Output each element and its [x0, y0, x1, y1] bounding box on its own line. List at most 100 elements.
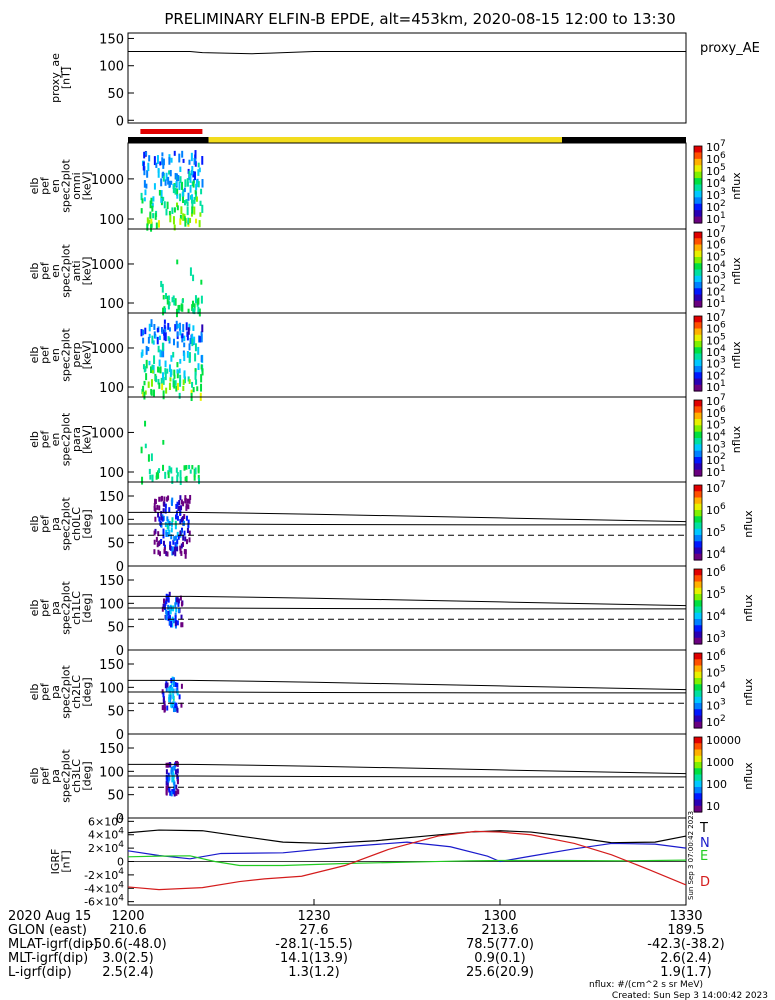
- pa-0-pixel: [182, 520, 185, 526]
- pa-3-ytick-label: 150: [99, 742, 124, 757]
- pa-1-colorbar-swatch: [694, 636, 702, 639]
- spec-4-pixel: [175, 467, 178, 473]
- pa-2-colorbar-swatch: [694, 686, 702, 689]
- spec-4-cbar-tick: 101: [706, 464, 726, 479]
- pa-2-colorbar-swatch: [694, 666, 702, 669]
- spec-4-pixel: [171, 476, 174, 484]
- spec-4-colorbar-swatch: [694, 426, 702, 429]
- pa-2-colorbar-frame: [693, 652, 703, 729]
- spec-3-pixel: [159, 366, 162, 374]
- pa-3-ytick-label: 100: [99, 765, 124, 780]
- pa-0-pixel: [153, 549, 156, 555]
- spec-1-pixel: [194, 189, 197, 195]
- spec-1-colorbar-swatch: [694, 149, 702, 152]
- footer-units-note: nflux: #/(cm^2 s sr MeV): [589, 980, 703, 990]
- pa-0-pixel: [167, 519, 170, 525]
- pa-3-pixel: [172, 788, 175, 794]
- spec-3-pixel: [175, 385, 178, 392]
- pa-3-ytick-label: 50: [107, 789, 124, 804]
- pa-0-pixel: [164, 503, 167, 509]
- spec-3-colorbar-swatch: [694, 372, 702, 375]
- footer-row-value: 14.1(13.9): [280, 951, 348, 966]
- pa-1-colorbar-swatch: [694, 639, 702, 641]
- pa-1-loss-cone-lower: [128, 607, 686, 610]
- pa-2-colorbar-swatch: [694, 718, 702, 720]
- pa-2-pixel: [162, 692, 165, 698]
- spec-1-pixel: [177, 174, 180, 182]
- igrf-series-T: [127, 829, 687, 845]
- spec-1-colorbar-swatch: [694, 183, 702, 186]
- pa-0-pixel: [176, 501, 179, 507]
- pa-1-colorbar-swatch: [694, 630, 702, 633]
- pa-2-colorbar-swatch: [694, 656, 702, 659]
- spec-3-colorbar-swatch: [694, 341, 702, 343]
- spec-4-ylabel-line: spec2plot: [59, 412, 72, 466]
- pa-0-pixel: [164, 508, 167, 514]
- pa-0-pixel: [157, 512, 160, 518]
- pa-2-pixel: [169, 694, 172, 700]
- pa-0-ytick-label: 150: [99, 490, 124, 505]
- spec-3-pixel: [173, 369, 176, 376]
- pa-1-colorbar-swatch: [694, 624, 702, 626]
- spec-1-pixel: [145, 183, 148, 189]
- spec-4-pixel: [188, 464, 191, 470]
- spec-1-pixel: [146, 223, 149, 231]
- spec-3-pixel: [150, 319, 153, 327]
- pa-2-pixel: [175, 702, 178, 708]
- pa-2-colorbar-swatch: [694, 660, 702, 663]
- pa-2-colorbar-swatch: [694, 688, 702, 690]
- footer-row-value: 78.5(77.0): [466, 937, 534, 952]
- pa-2-colorbar-swatch: [694, 704, 702, 707]
- spec-2-colorbar-swatch: [694, 284, 702, 287]
- pa-3-colorbar-swatch: [694, 762, 702, 764]
- spec-4-pixel: [179, 470, 182, 479]
- spec-1-colorbar-swatch: [694, 185, 702, 188]
- proxy-ae-ytick-label: 0: [116, 114, 124, 129]
- pa-3-pixel: [165, 769, 168, 775]
- pa-3-colorbar-swatch: [694, 775, 702, 778]
- spec-2-colorbar-swatch: [694, 260, 702, 263]
- spec-2-colorbar-swatch: [694, 274, 702, 277]
- pa-2-pixel: [174, 707, 177, 713]
- footer-row-label: MLT-igrf(dip): [8, 951, 88, 966]
- spec-4-pixel: [189, 469, 192, 474]
- pa-2-colorbar-swatch: [694, 676, 702, 679]
- pa-0-colorbar-swatch: [694, 492, 702, 495]
- pa-2-colorbar-swatch: [694, 681, 702, 684]
- footer-row-value: 27.6: [300, 923, 329, 938]
- pa-2-pixel: [172, 677, 175, 683]
- pa-1-pixel: [180, 601, 183, 607]
- pa-3-ylabel-line: ch3LC: [70, 759, 83, 793]
- spec-2-colorbar-swatch: [694, 234, 702, 237]
- spec-3-cbar-tick: 103: [706, 356, 726, 371]
- spec-3-pixel: [157, 378, 160, 385]
- spec-2-colorbar-swatch: [694, 278, 702, 281]
- pa-0-colorbar-swatch: [694, 493, 702, 496]
- proxy-ae-ytick-label: 150: [99, 32, 124, 47]
- pa-2-cbar-tick: 104: [706, 681, 726, 696]
- spec-3-pixel: [164, 368, 167, 375]
- pa-3-colorbar-swatch: [694, 752, 702, 754]
- pa-1-colorbar-swatch: [694, 582, 702, 585]
- spec-4-ylabel-line: pef: [38, 430, 51, 449]
- spec-3-pixel: [168, 327, 171, 332]
- spec-3-colorbar-swatch: [694, 373, 702, 376]
- pa-2-colorbar-swatch: [694, 708, 702, 710]
- spec-3-colorbar-swatch: [694, 342, 702, 345]
- spec-2-pixel: [164, 307, 167, 314]
- spec-4-colorbar-swatch: [694, 446, 702, 449]
- spec-1-pixel: [192, 180, 195, 188]
- spec-3-pixel: [194, 343, 197, 352]
- spec-1-pixel: [193, 206, 196, 215]
- spec-2-pixel: [191, 300, 194, 307]
- spec-3-colorbar-swatch: [694, 322, 702, 325]
- spec-2-colorbar-swatch: [694, 267, 702, 269]
- pa-3-colorbar-swatch: [694, 798, 702, 801]
- spec-3-pixel: [193, 336, 196, 344]
- spec-1-pixel: [155, 222, 158, 229]
- spec-3-colorbar-swatch: [694, 364, 702, 367]
- pa-2-colorbar-swatch: [694, 653, 702, 655]
- pa-0-colorbar-swatch: [694, 507, 702, 510]
- pa-0-pixel: [185, 539, 188, 545]
